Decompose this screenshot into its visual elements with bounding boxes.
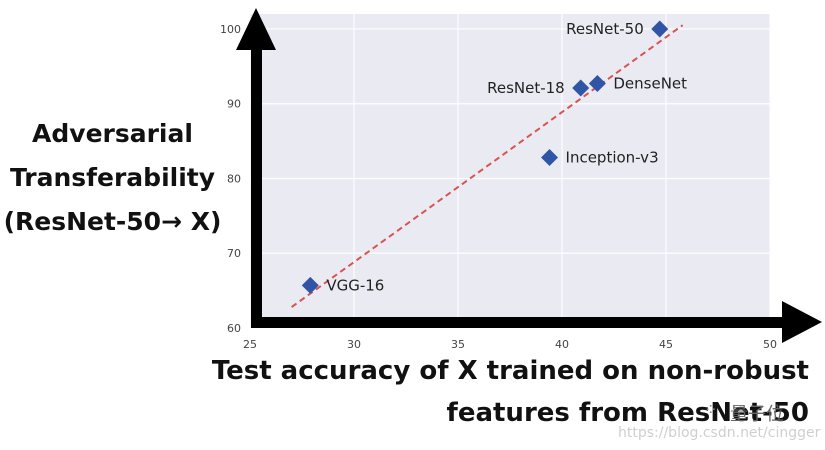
data-point-inception-v3 <box>541 149 559 167</box>
x-axis-bar <box>251 317 791 328</box>
watermark-text: 量子位 <box>730 404 784 425</box>
point-label-vgg-16: VGG-16 <box>326 276 384 294</box>
y-axis-arrow-icon <box>236 8 276 50</box>
y-tick-label-0: 60 <box>227 322 241 335</box>
y-axis-label: Adversarial Transferability (ResNet-50→ … <box>0 112 225 244</box>
x-tick-label-2: 35 <box>451 338 465 351</box>
data-point-resnet-18 <box>572 79 590 97</box>
x-axis-arrow-icon <box>782 301 822 343</box>
point-label-resnet-50: ResNet-50 <box>566 20 644 38</box>
y-axis-label-line-2: Transferability <box>9 163 216 192</box>
y-axis-label-line-3: (ResNet-50→ X) <box>3 207 222 236</box>
y-tick-label-2: 80 <box>227 172 241 185</box>
point-label-densenet: DenseNet <box>613 75 687 93</box>
point-label-resnet-18: ResNet-18 <box>487 79 565 97</box>
point-label-inception-v3: Inception-v3 <box>566 149 659 167</box>
y-tick-label-1: 70 <box>227 247 241 260</box>
x-tick-label-4: 45 <box>659 338 673 351</box>
data-point-resnet-50 <box>651 20 669 38</box>
x-axis-label-line-2: features from ResNet-50 <box>446 398 809 428</box>
x-tick-label-5: 50 <box>763 338 777 351</box>
x-tick-label-3: 40 <box>555 338 569 351</box>
x-axis-label: Test accuracy of X trained on non-robust… <box>209 350 809 434</box>
x-axis-label-line-1: Test accuracy of X trained on non-robust <box>211 356 809 386</box>
watermark-url: https://blog.csdn.net/cingger <box>618 425 821 441</box>
x-tick-label-0: 25 <box>243 338 257 351</box>
watermark-logo-icon: ⁘ <box>704 400 718 419</box>
trendline <box>291 24 684 308</box>
data-point-densenet <box>588 75 606 93</box>
y-axis-bar <box>251 38 262 328</box>
data-point-vgg-16 <box>301 276 319 294</box>
y-tick-label-3: 90 <box>227 98 241 111</box>
y-axis-label-line-1: Adversarial <box>32 119 193 148</box>
x-tick-label-1: 30 <box>347 338 361 351</box>
y-tick-label-4: 100 <box>220 23 241 36</box>
